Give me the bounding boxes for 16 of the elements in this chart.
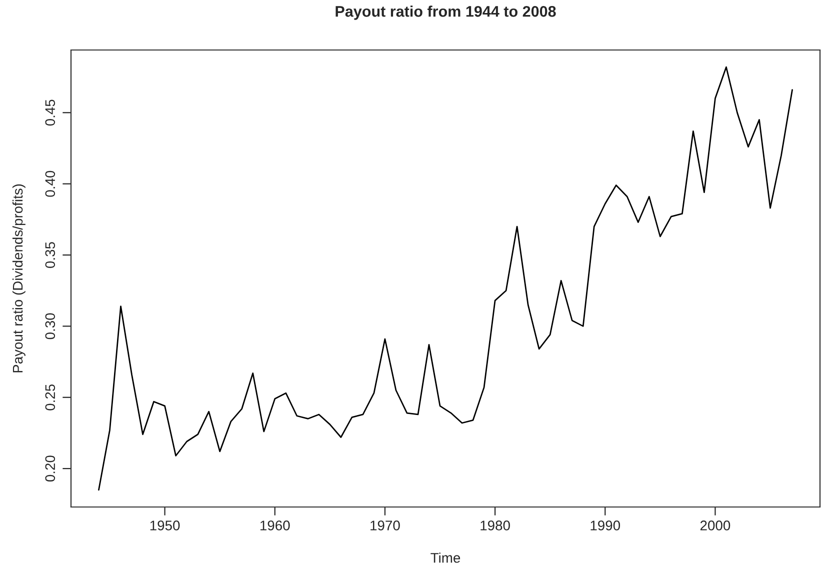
- x-tick-label: 1960: [260, 520, 290, 530]
- x-tick-label: 1990: [590, 520, 620, 530]
- line-series: [98, 66, 793, 491]
- x-tick-label: 2000: [700, 520, 730, 530]
- x-tick-label: 1950: [150, 520, 180, 530]
- y-axis-title: Payout ratio (Dividends/profits): [12, 184, 26, 372]
- x-tick-label: 1980: [480, 520, 510, 530]
- x-tick-label: 1970: [370, 520, 400, 530]
- y-tick-label: 0.30: [45, 313, 56, 340]
- y-tick-label: 0.20: [45, 456, 56, 482]
- chart-title: Payout ratio from 1944 to 2008: [336, 6, 556, 20]
- x-axis-title: Time: [430, 552, 460, 563]
- y-tick-label: 0.35: [45, 242, 56, 268]
- y-tick-label: 0.45: [45, 100, 56, 126]
- y-tick-label: 0.40: [45, 170, 56, 197]
- y-tick-label: 0.25: [45, 384, 56, 410]
